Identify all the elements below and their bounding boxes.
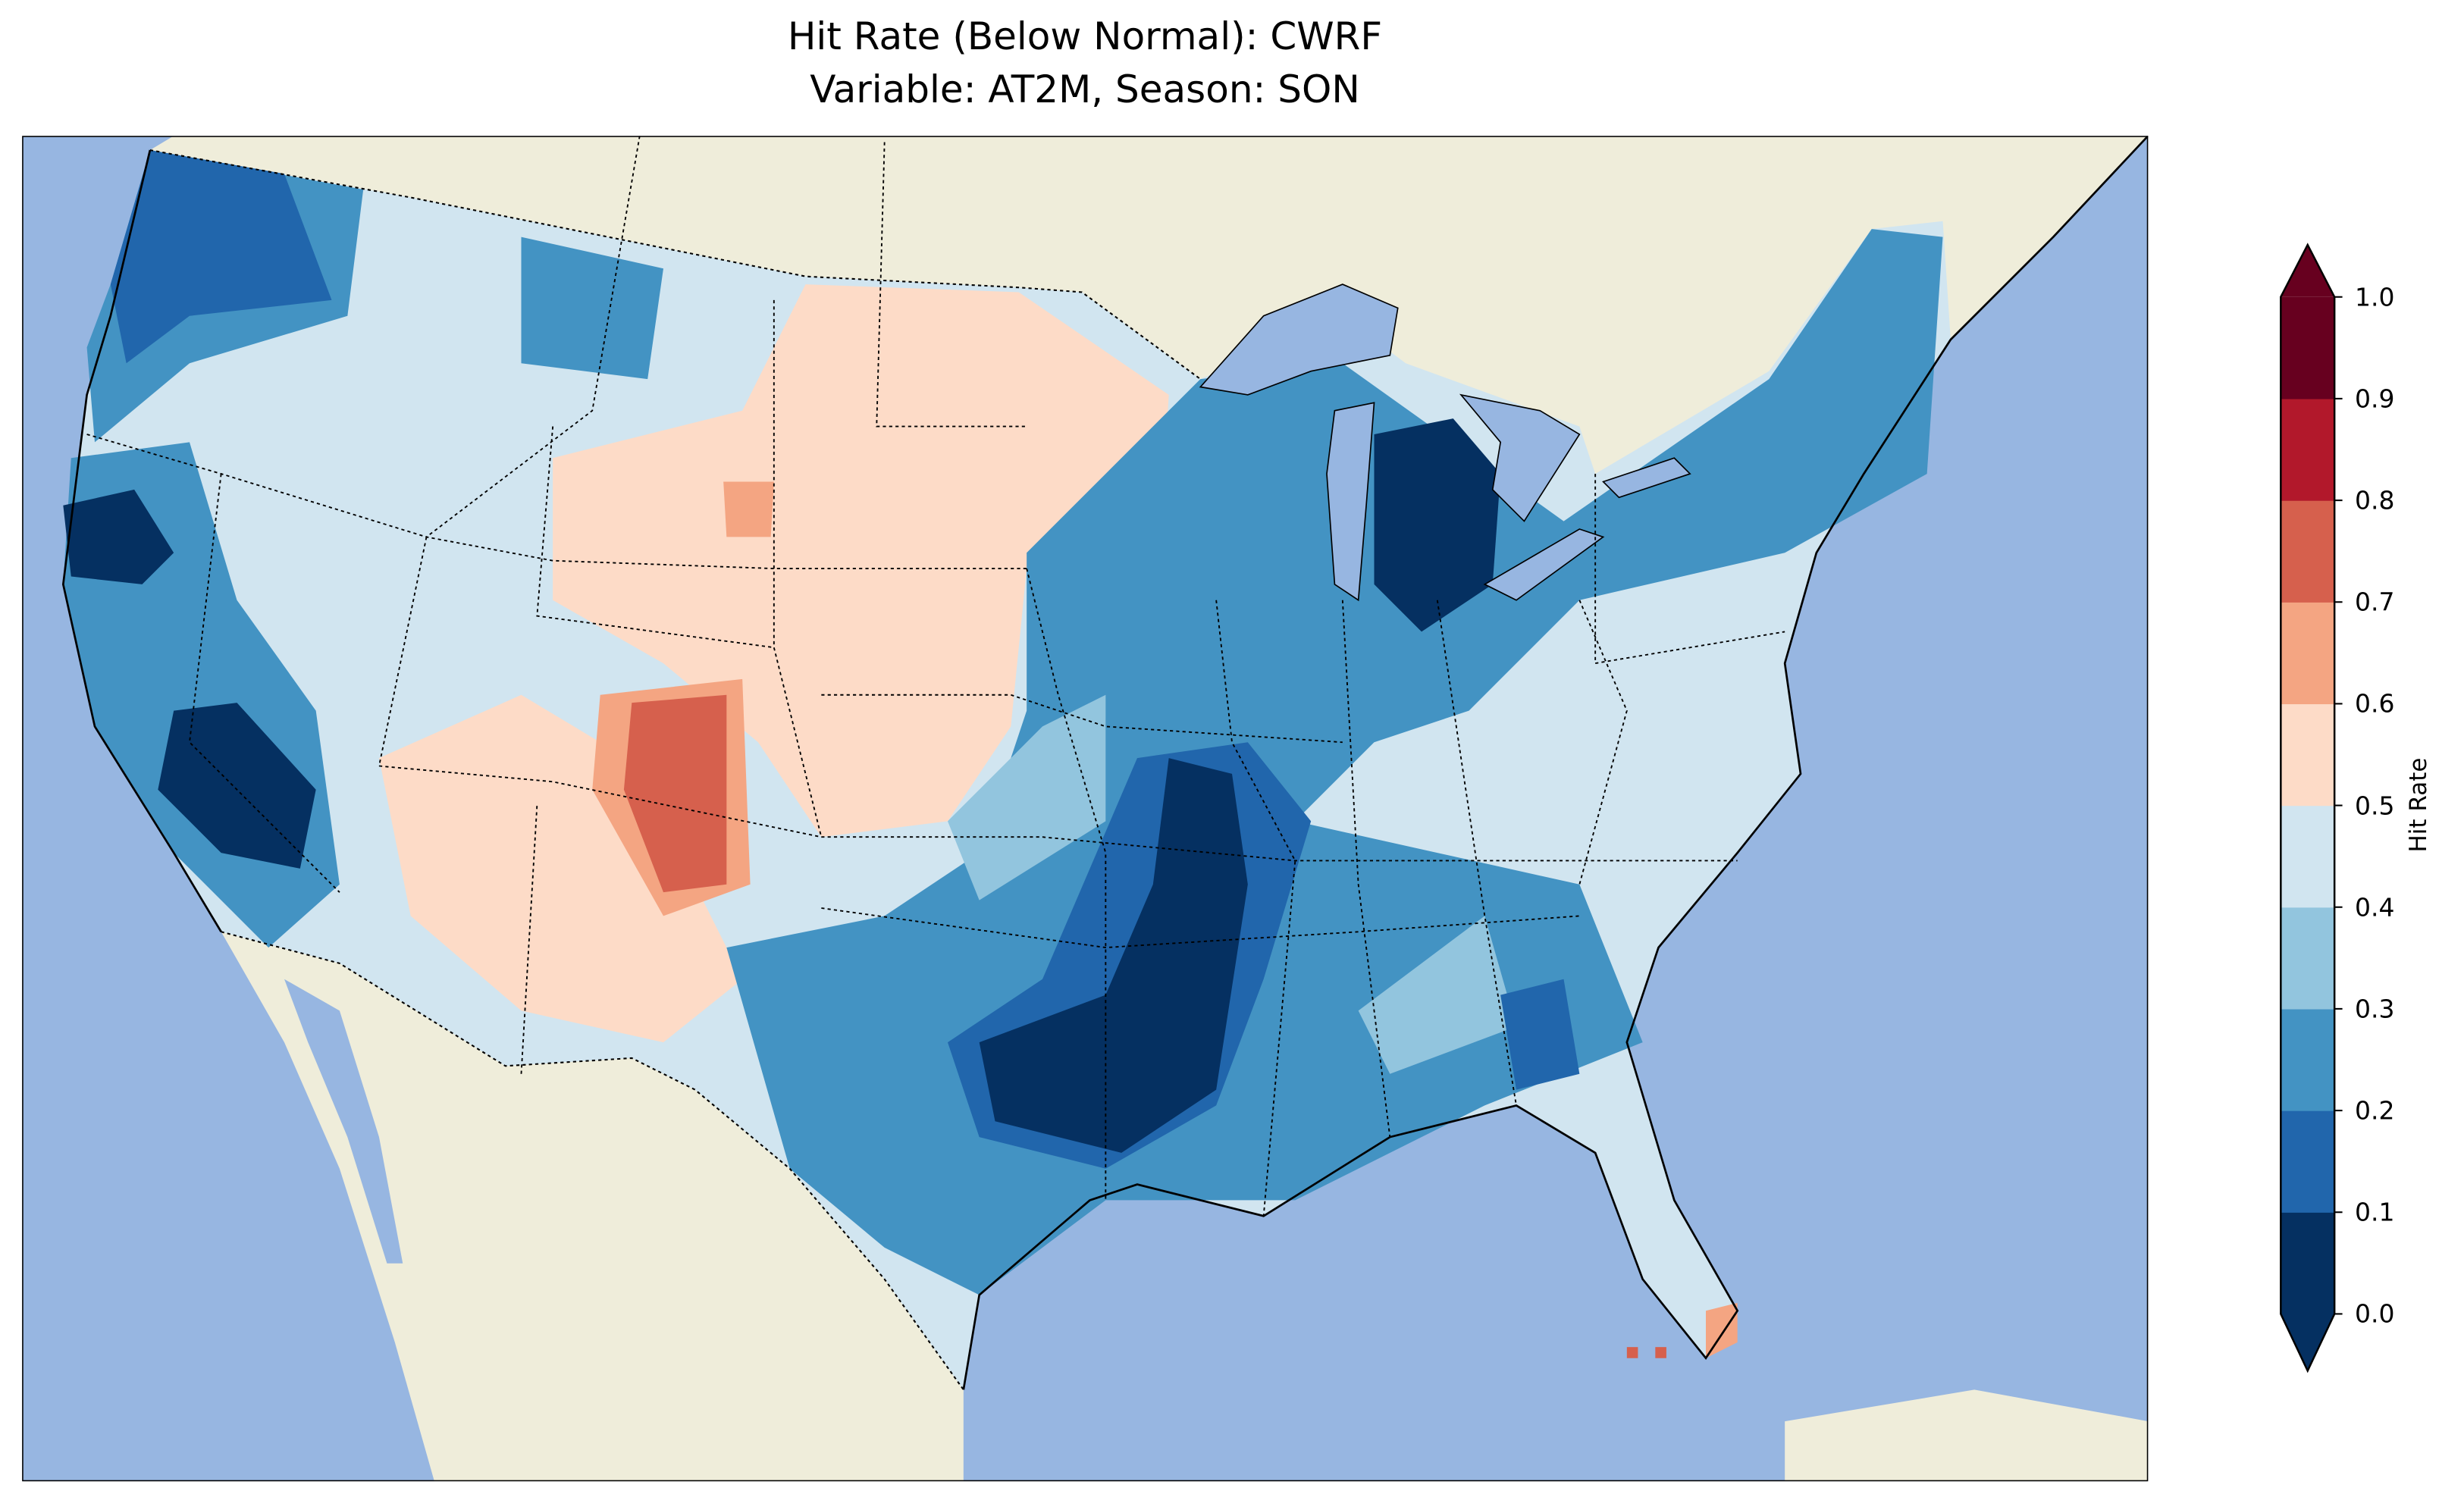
- keys-cell: [1655, 1347, 1666, 1358]
- colorbar-tick-label: 0.1: [2355, 1197, 2395, 1227]
- chart-subtitle: Variable: AT2M, Season: SON: [810, 67, 1360, 111]
- colorbar-tick-label: 1.0: [2355, 282, 2395, 312]
- colorbar-tick-label: 0.9: [2355, 384, 2395, 414]
- region-wy-light: [723, 481, 774, 537]
- colorbar: [2280, 243, 2343, 1373]
- pacific-ocean: [22, 136, 434, 1482]
- region-ca-dark-2: [158, 703, 316, 869]
- region-mi-dark: [1374, 418, 1501, 632]
- lake-erie: [1483, 528, 1605, 601]
- lake-superior: [1199, 283, 1399, 396]
- colorbar-tick-label: 0.3: [2355, 994, 2395, 1024]
- region-south-darkest: [979, 758, 1248, 1153]
- colorbar-segment: [2281, 1110, 2335, 1213]
- gulf-of-california: [284, 979, 403, 1264]
- cuba: [1785, 1389, 2149, 1482]
- region-fl-light: [1706, 1302, 1738, 1358]
- colorbar-segment: [2281, 500, 2335, 603]
- region-southwest: [379, 694, 743, 1043]
- lake-ontario: [1602, 457, 1691, 499]
- region-ga-dark: [1500, 979, 1580, 1090]
- lake-huron: [1459, 393, 1581, 522]
- lake-michigan: [1326, 402, 1375, 602]
- region-light-2: [1358, 916, 1516, 1074]
- map-axes: [22, 136, 2149, 1482]
- colorbar-segment: [2281, 805, 2335, 908]
- region-ca-dark-1: [63, 489, 174, 584]
- colorbar-tick-label: 0.8: [2355, 485, 2395, 515]
- region-light-1: [948, 694, 1106, 900]
- region-co-red: [623, 694, 727, 893]
- colorbar-tick-label: 0.6: [2355, 688, 2395, 719]
- colorbar-extend-min: [2281, 1314, 2335, 1371]
- chart-title: Hit Rate (Below Normal): CWRF: [787, 14, 1383, 58]
- gulf-atlantic-ocean: [963, 136, 2149, 1482]
- colorbar-segment: [2281, 602, 2335, 705]
- border-us-canada: [149, 149, 1201, 380]
- coastline-east: [962, 136, 2149, 1390]
- keys-cell: [1626, 1347, 1638, 1358]
- colorbar-label: Hit Rate: [2405, 757, 2432, 853]
- colorbar-segment: [2281, 398, 2335, 501]
- state-borders: [86, 136, 1785, 1217]
- colorbar-segment: [2281, 907, 2335, 1010]
- colorbar-segment: [2281, 1212, 2335, 1315]
- colorbar-tick-label: 0.7: [2355, 587, 2395, 617]
- colorbar-segment: [2281, 703, 2335, 807]
- colorbar-tick-label: 0.5: [2355, 791, 2395, 820]
- colorbar-segment: [2281, 296, 2335, 399]
- colorbar-tick-label: 0.4: [2355, 892, 2395, 922]
- colorbar-extend-max: [2281, 245, 2335, 297]
- coastline: [61, 149, 222, 932]
- border-us-mexico: [221, 931, 964, 1391]
- region-idaho-mid: [521, 236, 663, 380]
- region-nw-dark: [110, 150, 332, 364]
- colorbar-tick-label: 0.2: [2355, 1095, 2395, 1126]
- colorbar-tick-label: 0.0: [2355, 1298, 2395, 1329]
- colorbar-segment: [2281, 1008, 2335, 1111]
